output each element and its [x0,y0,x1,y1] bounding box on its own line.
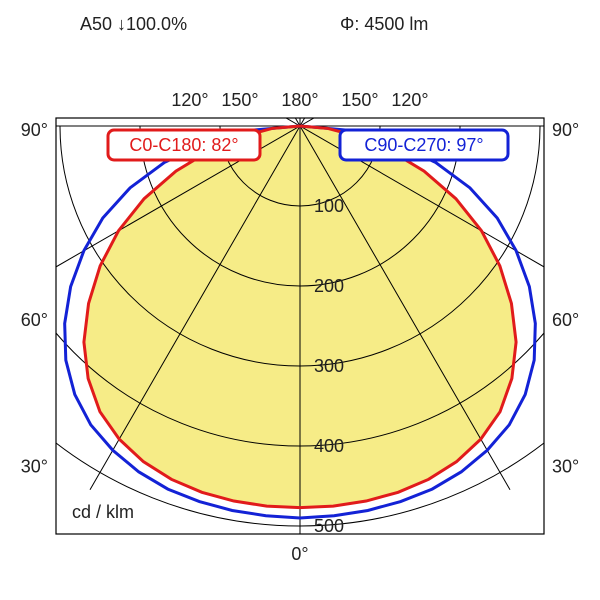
top-angle-label: 150° [341,90,378,110]
top-angle-label: 120° [171,90,208,110]
bottom-angle-label: 0° [291,544,308,564]
top-angle-label: 150° [221,90,258,110]
ring-label: 300 [314,356,344,376]
legend-label-C90-C270: C90-C270: 97° [364,135,483,155]
angle-label-right: 30° [552,456,579,476]
polar-chart-container: A50 ↓100.0% Φ: 4500 lm 100 200 300 400 500 12… [0,0,600,600]
ring-label: 400 [314,436,344,456]
angle-label-right: 60° [552,310,579,330]
top-angle-label: 180° [281,90,318,110]
legend-label-C0-C180: C0-C180: 82° [129,135,238,155]
header-right: Φ: 4500 lm [340,14,428,35]
ring-label: 200 [314,276,344,296]
angle-label-left: 90° [21,120,48,140]
angle-label-left: 60° [21,310,48,330]
ring-label: 100 [314,196,344,216]
ring-label: 500 [314,516,344,536]
unit-label: cd / klm [72,502,134,522]
angle-label-left: 30° [21,456,48,476]
header-left: A50 ↓100.0% [80,14,187,35]
top-angle-label: 120° [391,90,428,110]
polar-chart-svg: 100 200 300 400 500 120° 150° 180° 150° 120° 90° 90… [0,0,600,600]
angle-label-right: 90° [552,120,579,140]
